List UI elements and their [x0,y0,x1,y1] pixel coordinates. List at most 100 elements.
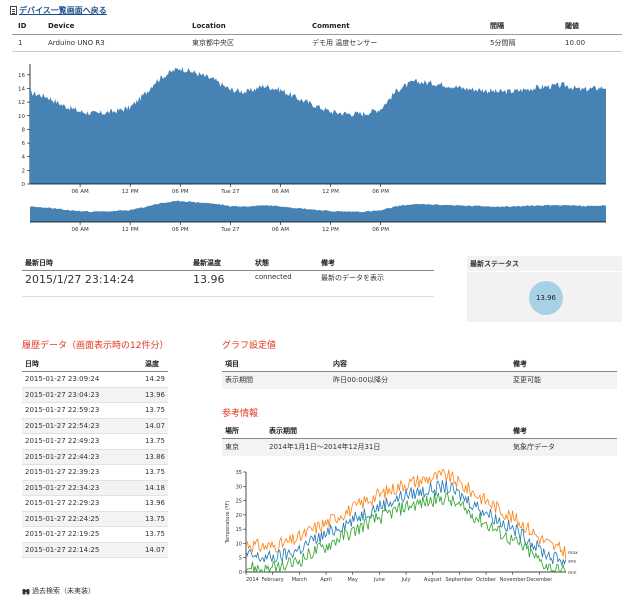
table-row: 2015-01-27 22:34:23 14.18 [22,480,168,496]
cell-location: 東京都中央区 [186,34,306,52]
latest-status: connected [252,270,318,297]
cell-comment: デモ用 温度センサー [306,34,484,52]
status-circle: 13.96 [529,281,563,315]
history-temp: 14.07 [141,542,168,558]
table-row: 2015-01-27 22:59:23 13.75 [22,402,168,419]
x-tick-label: 12 PM [322,189,339,195]
context-x-tick-label: 12 PM [322,227,339,233]
history-datetime: 2015-01-27 22:14:25 [22,542,142,558]
col-history-temp: 温度 [141,357,168,372]
history-datetime: 2015-01-27 22:29:23 [22,495,142,512]
latest-datetime: 2015/1/27 23:14:24 [22,270,190,297]
history-datetime: 2015-01-27 22:39:23 [22,464,142,481]
col-item: 項目 [222,357,330,372]
x-tick-label: 2014 [246,577,259,583]
history-temp: 13.75 [141,433,168,450]
context-x-axis: 06 AM 12 PM 06 PM Tue 27 06 AM 12 PM 06 PM [30,221,606,233]
col-latest-temp: 最新温度 [190,256,252,271]
latest-status-title: 最新ステータス [467,256,622,272]
x-tick-label: June [373,577,385,583]
col-status: 状態 [252,256,318,271]
table-row: 2015-01-27 23:04:23 13.96 [22,387,168,403]
y-tick-label: 0 [22,182,26,188]
table-row: 2015-01-27 22:19:25 13.75 [22,526,168,543]
col-place: 場所 [222,424,266,439]
table-row: 2015-01-27 22:39:23 13.75 [22,464,168,481]
y-tick-label: 20 [236,513,242,519]
table-row: 2015-01-27 22:24:25 13.75 [22,511,168,527]
cell-interval: 5分間隔 [484,34,559,52]
y-axis-label: Temperature (ºF) [225,501,231,544]
cell-item: 表示期間 [222,371,330,389]
context-x-tick-label: Tue 27 [220,227,240,233]
past-search-label: 過去検索（未実装） [32,587,95,595]
cell-content: 昨日00:00以降分 [330,371,510,389]
x-tick-label: 06 PM [372,189,389,195]
y-tick-label: 10 [236,541,242,547]
x-tick-label: October [476,577,497,583]
binoculars-icon [22,588,30,594]
series-line-max [245,468,567,560]
col-device: Device [42,18,186,35]
history-datetime: 2015-01-27 22:44:23 [22,449,142,465]
col-remark: 備考 [510,357,617,372]
x-tick-label: December [526,577,553,583]
cell-id: 1 [12,34,42,52]
context-area [30,200,606,222]
x-tick-label: Tue 27 [220,189,240,195]
series-line-ave [245,479,567,566]
reference-title: 参考情報 [222,409,259,419]
cell-place: 東京 [222,438,266,456]
back-to-device-list-link[interactable]: デバイス一覧画面へ戻る [10,5,107,16]
context-x-tick-label: 06 AM [272,227,290,233]
past-search-link[interactable]: 過去検索（未実装） [22,586,95,596]
table-row: 東京 2014年1月1日〜2014年12月31日 気象庁データ [222,438,617,456]
table-row: 2015-01-27 23:09:24 14.29 [22,371,168,388]
latest-temp: 13.96 [190,270,252,297]
y-tick-label: 2 [22,168,26,174]
history-temp: 14.29 [141,371,168,388]
y-tick-label: 35 [236,470,242,476]
cell-remark: 変更可能 [510,371,617,389]
context-brush[interactable] [30,200,606,222]
history-datetime: 2015-01-27 23:04:23 [22,387,142,403]
col-history-datetime: 日時 [22,357,142,372]
col-interval: 間隔 [484,18,559,35]
col-period: 表示期間 [266,424,510,439]
table-row: 1 Arduino UNO R3 東京都中央区 デモ用 温度センサー 5分間隔 … [12,34,622,52]
x-tick-label: September [446,577,475,583]
y-tick-label: 6 [22,141,26,147]
back-link-label: デバイス一覧画面へ戻る [19,6,107,15]
status-value: 13.96 [535,294,557,302]
y-tick-label: 8 [22,127,26,133]
temperature-area [30,66,606,184]
y-tick-label: 10 [18,114,25,120]
table-row: 表示期間 昨日00:00以降分 変更可能 [222,371,617,389]
x-tick-label: April [320,577,331,583]
history-datetime: 2015-01-27 22:19:25 [22,526,142,543]
history-title: 履歴データ（画面表示時の12件分） [22,341,169,351]
context-x-tick-label: 06 AM [71,227,89,233]
x-tick-label: November [500,577,527,583]
history-table: 日時 温度 2015-01-27 23:09:24 14.29 2015-01-27… [22,357,168,558]
series-line-min [245,492,567,574]
device-table: ID Device Location Comment 間隔 閾値 1 Ardui… [12,18,622,52]
history-temp: 14.07 [141,418,168,434]
table-row: 2015-01-27 22:14:25 14.07 [22,542,168,558]
x-tick-label: 06 AM [71,189,89,195]
y-tick-label: 16 [18,73,25,79]
focus-area [30,66,606,184]
y-tick-label: 12 [18,100,25,106]
y-tick-label: 15 [236,527,242,533]
history-temp: 13.96 [141,495,168,512]
history-temp: 14.18 [141,480,168,496]
y-tick-label: 14 [18,86,25,92]
x-tick-label: 12 PM [122,189,139,195]
history-datetime: 2015-01-27 22:49:23 [22,433,142,450]
history-datetime: 2015-01-27 22:24:25 [22,511,142,527]
reference-temperature-chart: Temperature (ºF) 0 5 10 15 20 25 30 35 2014 Februa… [225,468,578,583]
history-temp: 13.75 [141,511,168,527]
col-id: ID [12,18,42,35]
graph-settings-table: 項目 内容 備考 表示期間 昨日00:00以降分 変更可能 [222,357,617,389]
